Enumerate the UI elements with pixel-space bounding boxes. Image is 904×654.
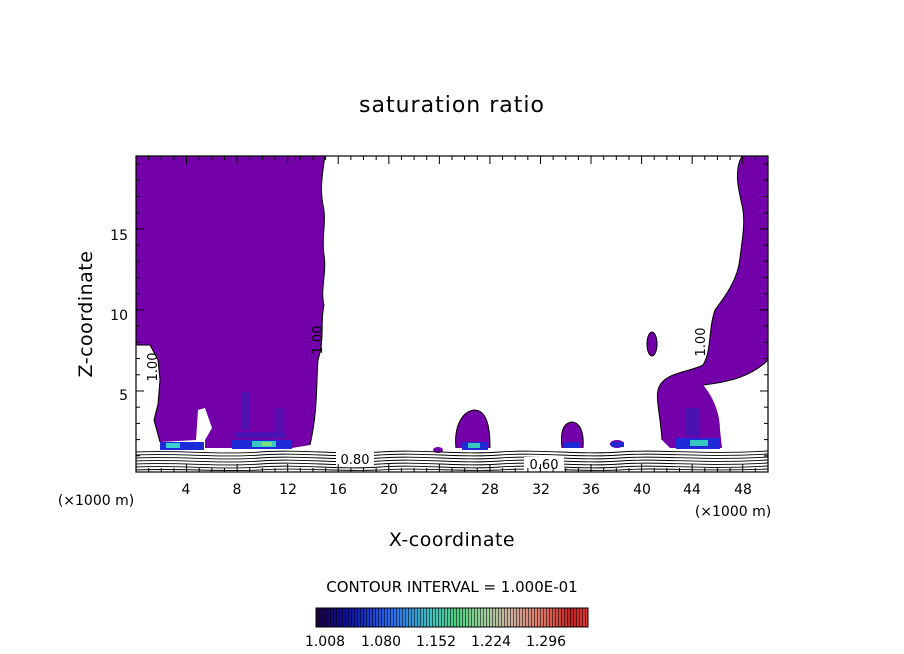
contour-lines-low	[136, 451, 768, 471]
x-tick-label: 4	[182, 482, 191, 498]
contour-fills	[136, 156, 768, 471]
x-tick-label: 16	[329, 482, 347, 498]
colorbar-tick-labels: 1.008 1.080 1.152 1.224 1.296	[305, 634, 566, 650]
colorbar-tick-label: 1.008	[305, 634, 345, 650]
x-tick-label: 24	[430, 482, 448, 498]
x-tick-label: 20	[380, 482, 398, 498]
y-tick-label: 10	[110, 308, 128, 324]
x-unit-left: (×1000 m)	[58, 493, 134, 509]
chart-title: saturation ratio	[359, 93, 545, 118]
contour-label: 1.00	[146, 353, 161, 382]
x-tick-label: 28	[481, 482, 499, 498]
colorbar-tick-label: 1.152	[416, 634, 456, 650]
colorbar-tick-label: 1.224	[471, 634, 511, 650]
region-east-column	[657, 156, 768, 448]
contour-interval-note: CONTOUR INTERVAL = 1.000E-01	[326, 578, 577, 596]
region-west-column	[136, 156, 325, 448]
y-tick-label: 5	[119, 388, 128, 404]
contour-label: 1.00	[694, 328, 709, 357]
contour-label: 0.60	[530, 458, 559, 473]
colorbar-tick-label: 1.080	[361, 634, 401, 650]
high-value-bands	[160, 392, 720, 450]
x-tick-labels: 4 8 12 16 20 24 28 32 36 40 44 48	[182, 482, 752, 498]
x-tick-label: 12	[279, 482, 297, 498]
contour-label: 1.00	[311, 326, 326, 355]
x-unit-right: (×1000 m)	[695, 504, 771, 520]
x-tick-label: 36	[582, 482, 600, 498]
x-tick-label: 32	[532, 482, 550, 498]
y-tick-label: 15	[110, 228, 128, 244]
colorbar	[316, 608, 588, 627]
x-axis-label: X-coordinate	[389, 529, 515, 551]
y-axis-label: Z-coordinate	[75, 251, 97, 378]
x-tick-label: 48	[734, 482, 752, 498]
x-tick-label: 40	[633, 482, 651, 498]
x-tick-label: 8	[233, 482, 242, 498]
x-tick-label: 44	[683, 482, 701, 498]
colorbar-tick-label: 1.296	[526, 634, 566, 650]
contour-label: 0.80	[341, 453, 370, 468]
y-tick-labels: 5 10 15	[110, 228, 128, 404]
